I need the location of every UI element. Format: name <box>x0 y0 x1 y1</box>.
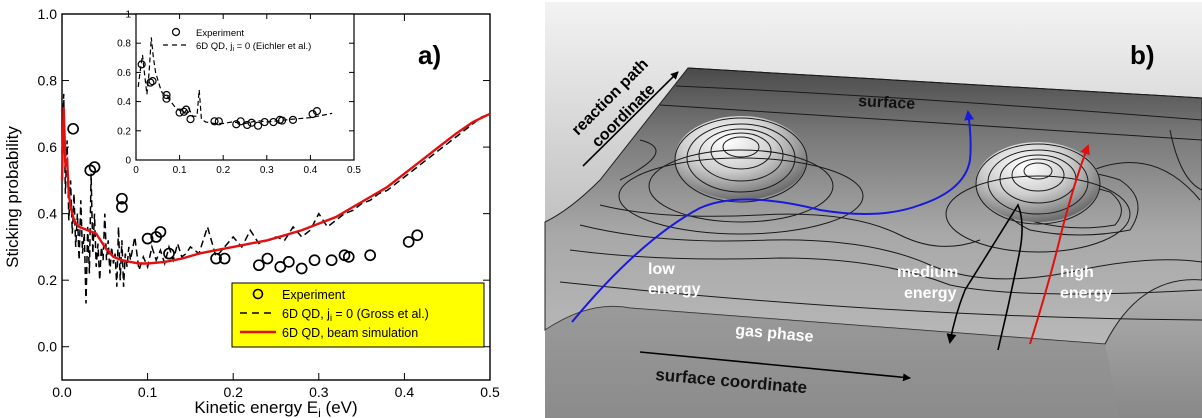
x-tick-label: 0.0 <box>52 384 72 400</box>
legend-gross-label: 6D QD, ji = 0 (Gross et al.) <box>282 307 429 323</box>
high-energy-label-line2: energy <box>1060 285 1113 302</box>
y-tick-label: 0 <box>125 156 131 167</box>
experiment-point <box>312 106 322 116</box>
x-tick-label: 0.2 <box>223 384 243 400</box>
experiment-point <box>411 229 424 242</box>
main-y-axis-label: Sticking probability <box>3 126 22 268</box>
experiment-point <box>175 108 184 117</box>
experiment-point <box>243 120 252 130</box>
panel-a-label: a) <box>418 40 441 70</box>
y-tick-label: 0.4 <box>117 97 131 108</box>
experiment-point <box>148 77 157 86</box>
qd-dashed-line <box>61 93 491 304</box>
experiment-point <box>308 254 321 267</box>
panel-b: reaction path coordinate surface gas pha… <box>544 2 1202 418</box>
experiment-point <box>218 252 231 265</box>
experiment-point <box>162 90 171 100</box>
reaction-path-arrow <box>582 71 679 167</box>
surface-front-face <box>545 306 1120 418</box>
main-legend-box <box>231 282 485 348</box>
main-plot-series <box>60 93 491 304</box>
experiment-point <box>214 117 223 126</box>
legend-experiment-label: Experiment <box>282 288 346 302</box>
qd-dashed-line <box>137 37 333 125</box>
experiment-point <box>253 121 263 130</box>
experiment-point <box>141 232 154 245</box>
y-tick-label: 1 <box>125 10 131 21</box>
experiment-point <box>274 261 287 273</box>
experiment-point <box>342 251 355 263</box>
low-energy-trajectory <box>571 110 975 323</box>
experiment-point <box>179 107 189 116</box>
y-tick-label: 0.2 <box>38 272 58 288</box>
legend-experiment-marker <box>252 288 264 300</box>
y-tick-label: 0.2 <box>117 126 131 137</box>
main-axis-ticks: 0.0 0.1 0.2 0.3 0.4 0.5 0.0 0.2 0.4 0.6 0.8 1.0 <box>38 6 500 400</box>
inset-plot: 0 0.1 0.2 0.3 0.4 0.5 0 0.2 0.4 0.6 0.8 1 Experimen… <box>117 10 361 177</box>
x-tick-label: 0.1 <box>138 384 158 400</box>
panel-a: 0.0 0.1 0.2 0.3 0.4 0.5 0.0 0.2 0.4 0.6 0.8 1.0 Sti… <box>3 6 500 418</box>
experiment-point <box>154 226 167 238</box>
low-energy-label-line1: low <box>648 261 675 278</box>
main-x-axis-label: Kinetic energy Ei (eV) <box>194 398 357 418</box>
experiment-point <box>253 259 265 272</box>
inset-plot-series <box>137 37 333 130</box>
experiment-point <box>295 262 308 275</box>
experiment-point <box>210 252 222 265</box>
x-tick-label: 0.5 <box>347 165 361 176</box>
high-energy-label-line1: high <box>1060 264 1094 281</box>
medium-energy-trajectory <box>946 203 1023 351</box>
x-tick-label: 0.3 <box>260 165 274 176</box>
y-tick-label: 0.8 <box>117 39 131 50</box>
experiment-point <box>210 117 219 126</box>
y-tick-label: 0.6 <box>117 68 131 79</box>
y-tick-label: 0.0 <box>38 339 58 355</box>
experiment-point <box>67 122 79 135</box>
legend-beam-label: 6D QD, beam simulation <box>282 326 418 340</box>
main-legend: Experiment 6D QD, ji = 0 (Gross et al.) … <box>231 282 485 348</box>
y-tick-label: 0.8 <box>38 72 58 88</box>
y-tick-label: 0.4 <box>38 206 58 222</box>
experiment-point <box>402 236 415 248</box>
experiment-point <box>261 252 274 265</box>
x-tick-label: 0.2 <box>216 165 230 176</box>
y-tick-label: 0.6 <box>38 139 58 155</box>
gas-phase-label: gas phase <box>735 322 815 346</box>
bump-left <box>618 116 864 235</box>
experiment-point <box>88 161 101 173</box>
experiment-point <box>186 115 195 124</box>
experiment-point <box>247 118 256 127</box>
surface-label: surface <box>858 93 916 113</box>
x-tick-label: 0.4 <box>395 384 415 400</box>
panel-b-label: b) <box>1130 40 1155 70</box>
experiment-point <box>236 117 245 126</box>
high-energy-trajectory <box>1029 144 1090 345</box>
experiment-point <box>325 254 338 267</box>
x-tick-label: 0.1 <box>173 165 187 176</box>
x-tick-label: 0.3 <box>309 384 329 400</box>
medium-energy-label-line1: medium <box>897 264 958 281</box>
inset-legend-eichler-label: 6D QD, ji = 0 (Eichler et al.) <box>196 41 311 53</box>
experiment-point <box>116 192 128 205</box>
x-tick-label: 0.4 <box>303 165 317 176</box>
inset-axis-ticks: 0 0.1 0.2 0.3 0.4 0.5 0 0.2 0.4 0.6 0.8 1 <box>117 10 361 177</box>
inset-plot-frame <box>135 13 355 161</box>
x-tick-label: 0 <box>133 165 139 176</box>
surface-coordinate-arrow <box>639 351 911 382</box>
inset-legend-experiment-marker <box>171 27 181 37</box>
experiment-point <box>288 115 298 124</box>
experiment-point <box>282 256 295 268</box>
y-tick-label: 1.0 <box>38 6 58 22</box>
inset-legend-experiment-label: Experiment <box>196 28 244 39</box>
low-energy-label-line2: energy <box>648 281 701 298</box>
experiment-point <box>364 249 377 262</box>
experiment-point <box>146 78 155 87</box>
beam-simulation-line <box>60 107 491 265</box>
medium-energy-label-line2: energy <box>904 285 957 302</box>
x-tick-label: 0.5 <box>480 384 500 400</box>
experiment-point <box>162 94 171 103</box>
experiment-point <box>116 201 128 213</box>
